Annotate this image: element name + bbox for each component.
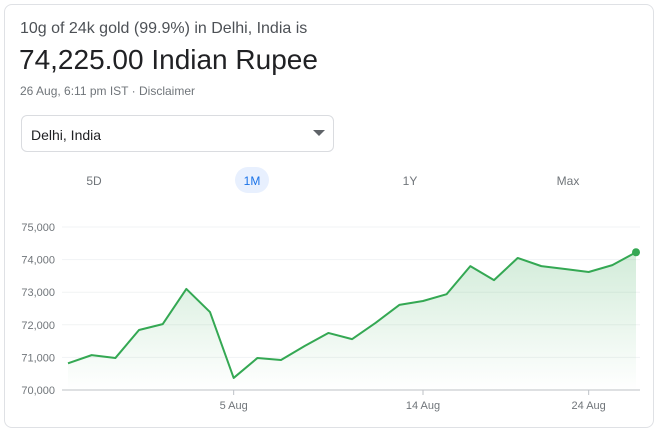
area [68, 252, 636, 390]
y-tick-label: 75,000 [21, 222, 55, 234]
tab[interactable]: 1Y [403, 174, 418, 188]
dropdown-arrow [313, 130, 325, 136]
y-tick-label: 72,000 [21, 320, 55, 332]
last-point [632, 248, 640, 257]
card [4, 4, 654, 428]
tab[interactable]: 5D [86, 174, 102, 188]
x-tick-label: 24 Aug [572, 400, 606, 412]
separator: · [131, 84, 136, 98]
tab[interactable]: Max [557, 174, 580, 188]
y-tick-label: 71,000 [21, 352, 55, 364]
x-tick-label: 5 Aug [220, 400, 248, 412]
line [67, 251, 637, 379]
location-dropdown[interactable]: Delhi, India [21, 115, 334, 152]
y-tick-label: 73,000 [21, 287, 55, 299]
disclaimer[interactable]: Disclaimer [138, 84, 195, 98]
tab[interactable]: 1M [244, 174, 261, 188]
timestamp-line: 26 Aug, 6:11 pm IST · Disclaimer [20, 84, 195, 98]
y-tick-label: 74,000 [21, 255, 55, 267]
y-tick-label: 70,000 [21, 385, 55, 397]
timestamp: 26 Aug, 6:11 pm IST [20, 84, 129, 98]
location: Delhi, India [31, 127, 102, 143]
x-tick-label: 14 Aug [406, 400, 440, 412]
subtitle: 10g of 24k gold (99.9%) in Delhi, India … [20, 20, 308, 37]
price: 74,225.00 Indian Rupee [19, 44, 318, 75]
tab-highlight [235, 167, 269, 193]
